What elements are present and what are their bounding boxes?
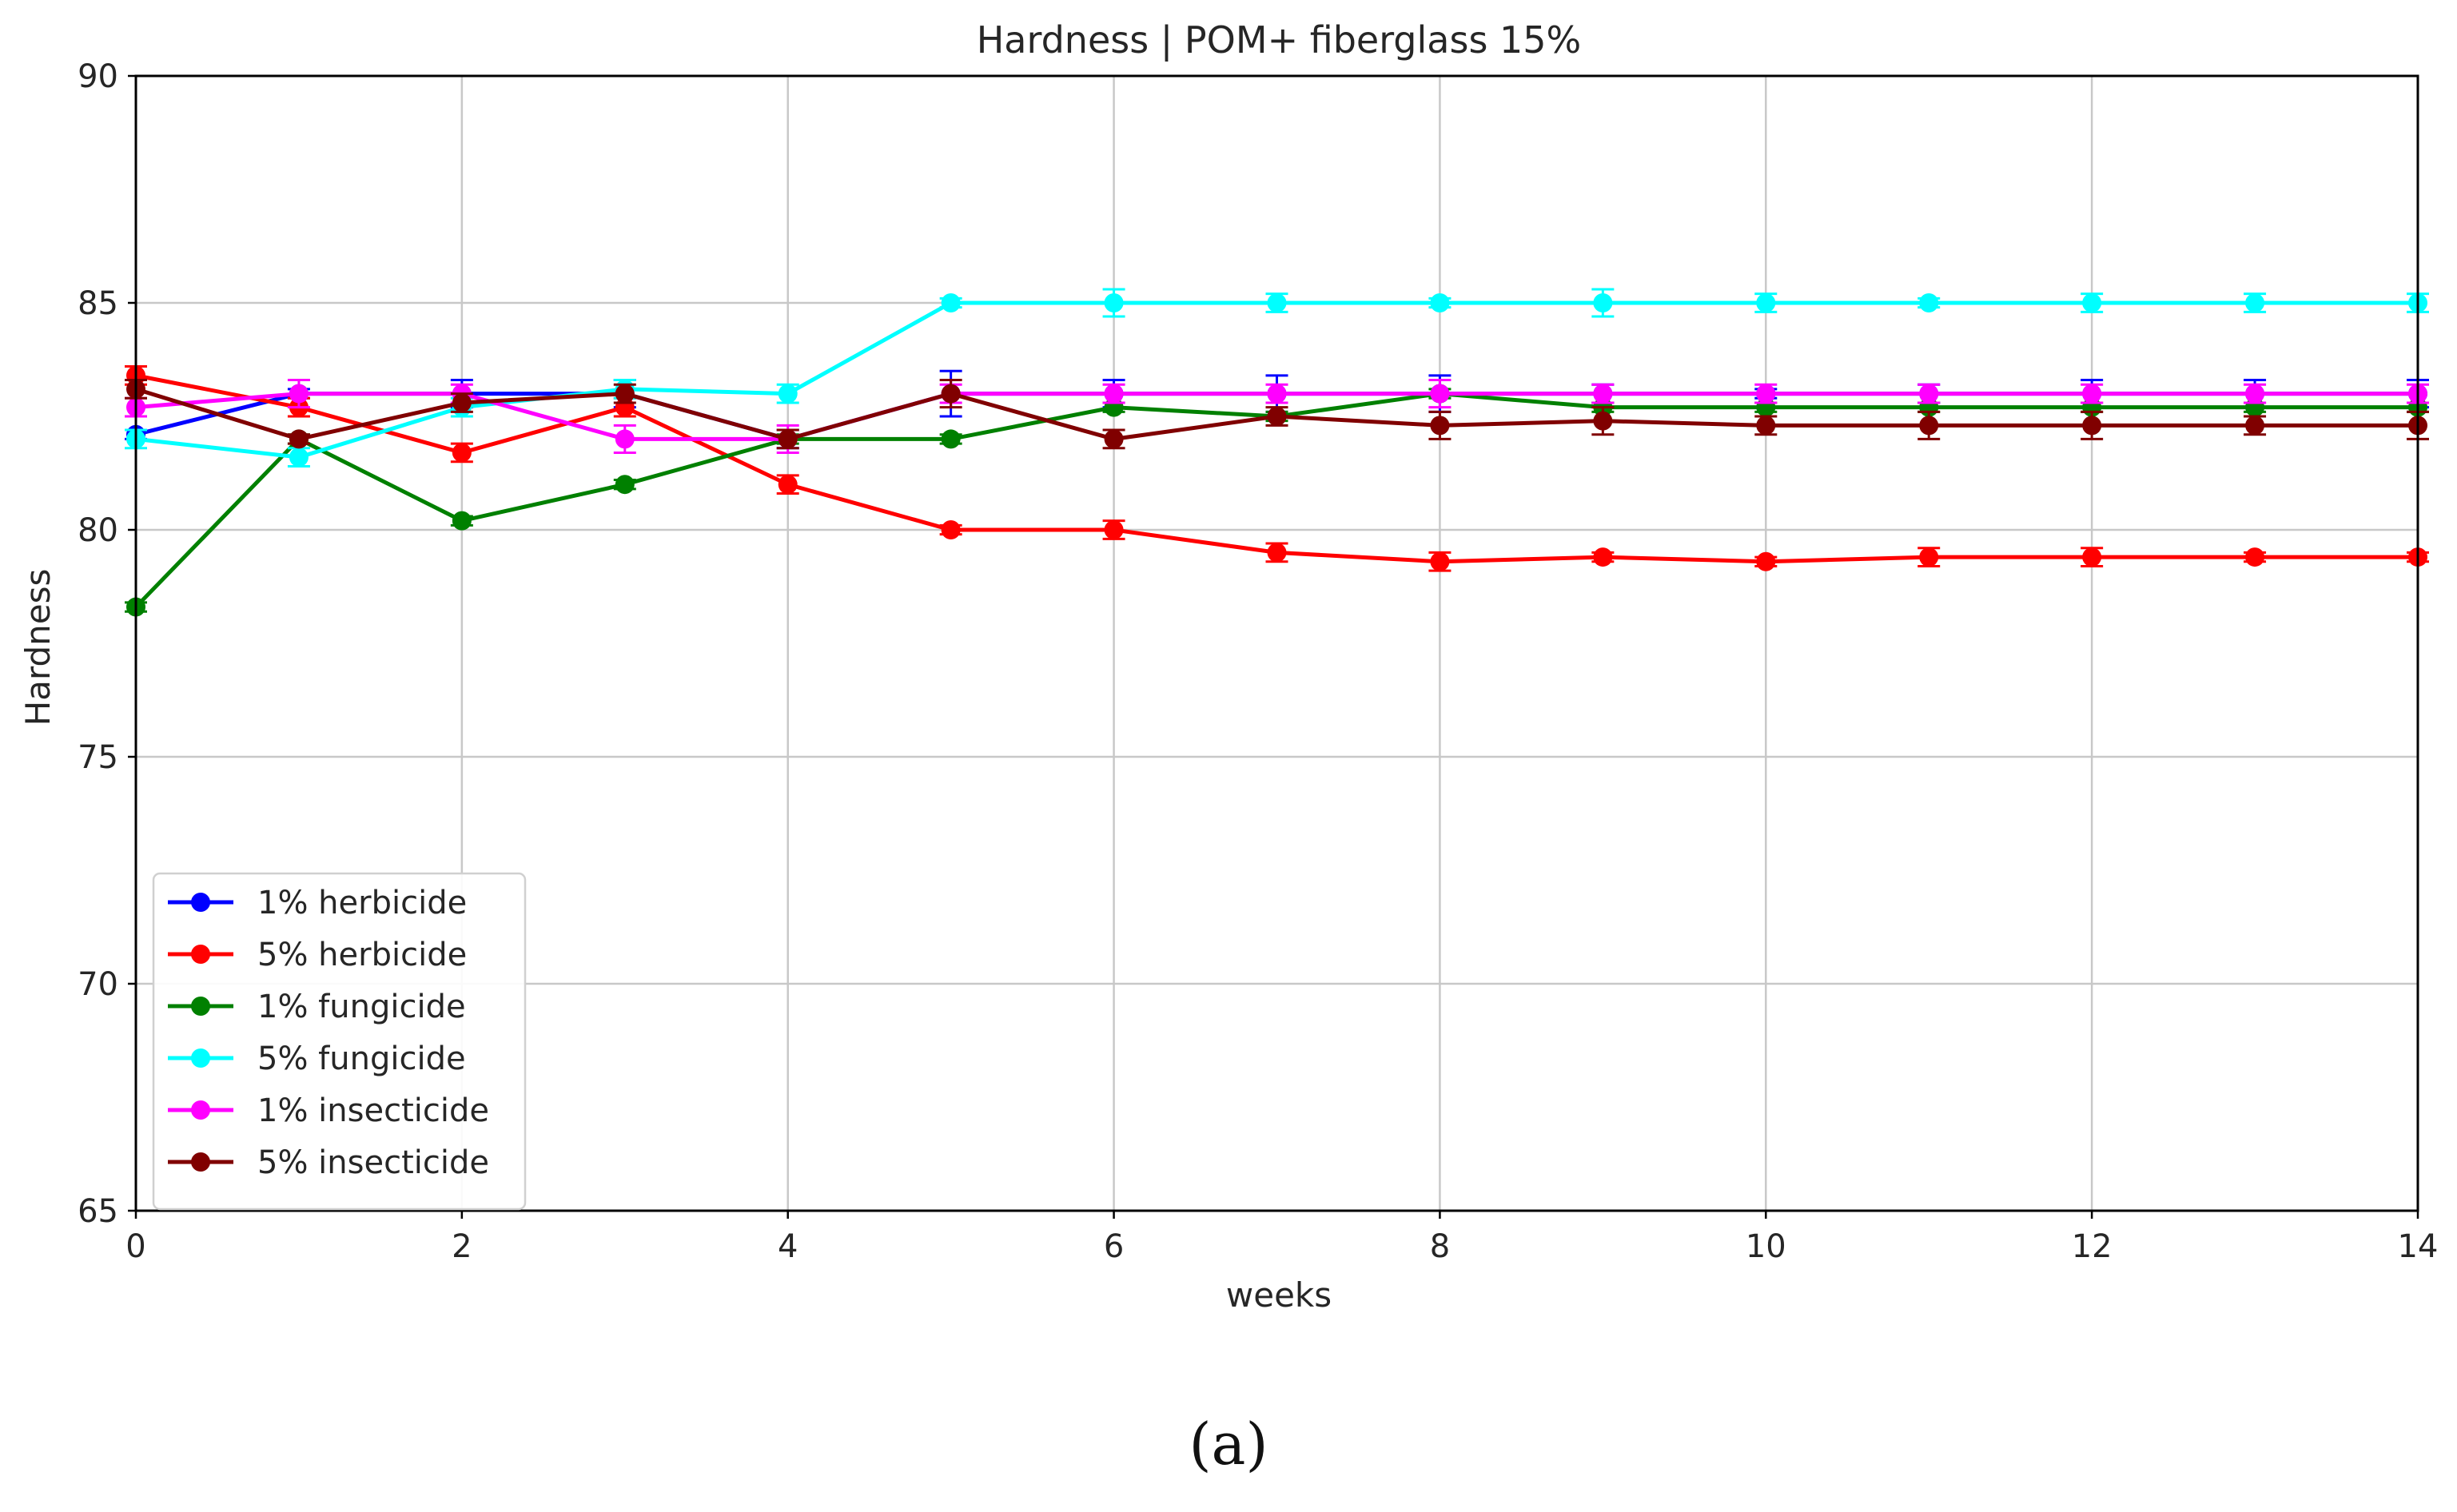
data-point: [1267, 543, 1287, 563]
data-point: [452, 392, 472, 412]
data-point: [289, 429, 309, 449]
legend-label: 1% fungicide: [257, 989, 466, 1025]
data-point: [1593, 384, 1613, 404]
data-point: [2245, 384, 2265, 404]
legend-frame: [152, 872, 527, 1211]
figure-caption: (a): [1189, 1411, 1268, 1478]
y-tick-label: 80: [78, 512, 118, 549]
data-point: [778, 475, 798, 495]
data-point: [941, 384, 961, 404]
data-point: [1756, 293, 1776, 312]
data-point: [1919, 384, 1939, 404]
data-point: [1104, 384, 1124, 404]
legend-marker: [191, 893, 210, 912]
y-tick-label: 65: [78, 1193, 118, 1230]
legend-label: 1% herbicide: [257, 885, 467, 921]
series-5-insecticide: [125, 379, 2429, 450]
y-tick-label: 75: [78, 739, 118, 776]
data-point: [1430, 416, 1450, 436]
legend-label: 5% insecticide: [257, 1144, 489, 1181]
data-point: [941, 429, 961, 449]
x-tick-label: 6: [1104, 1228, 1124, 1265]
x-tick-label: 4: [778, 1228, 798, 1265]
data-point: [1430, 551, 1450, 571]
data-point: [778, 384, 798, 404]
legend-marker: [191, 945, 210, 964]
data-point: [1430, 293, 1450, 312]
legend: 1% herbicide 5% herbicide 1% fungicide 5% f…: [152, 872, 527, 1211]
y-axis-label: Hardness: [18, 569, 58, 726]
y-tick-label: 90: [78, 58, 118, 95]
data-point: [1267, 407, 1287, 426]
legend-item: 5% herbicide: [168, 937, 467, 973]
data-point: [1593, 547, 1613, 567]
data-point: [2082, 416, 2102, 436]
legend-marker: [191, 1152, 210, 1172]
axis-ticks: 0 2 4 6 8 10 12 14 65 70 75 80 85 90: [78, 58, 2438, 1265]
data-point: [289, 384, 309, 404]
plot-frame: [134, 74, 2419, 1212]
data-point: [1104, 293, 1124, 312]
data-point: [1104, 429, 1124, 449]
legend-marker: [191, 997, 210, 1016]
data-point: [1919, 416, 1939, 436]
data-point: [1919, 293, 1939, 312]
data-point: [1593, 411, 1613, 431]
data-point: [615, 429, 635, 449]
legend-marker: [191, 1100, 210, 1120]
data-point: [941, 293, 961, 312]
x-tick-label: 2: [452, 1228, 472, 1265]
data-point: [778, 429, 798, 449]
data-point: [615, 475, 635, 495]
data-point: [2082, 293, 2102, 312]
x-tick-label: 14: [2398, 1228, 2439, 1265]
legend-item: 1% insecticide: [168, 1092, 489, 1129]
data-point: [1919, 547, 1939, 567]
x-tick-label: 10: [1746, 1228, 1786, 1265]
legend-label: 5% herbicide: [257, 937, 467, 973]
y-tick-label: 85: [78, 285, 118, 322]
data-point: [1593, 293, 1613, 312]
legend-label: 5% fungicide: [257, 1040, 466, 1077]
series-layer: [125, 288, 2429, 617]
legend-item: 1% herbicide: [168, 885, 467, 921]
data-point: [2082, 547, 2102, 567]
data-point: [1104, 520, 1124, 539]
data-point: [615, 384, 635, 404]
data-point: [1267, 384, 1287, 404]
data-point: [2245, 547, 2265, 567]
legend-item: 1% fungicide: [168, 989, 466, 1025]
legend-label: 1% insecticide: [257, 1092, 489, 1129]
data-point: [941, 520, 961, 539]
data-point: [1756, 551, 1776, 571]
data-point: [1756, 416, 1776, 436]
data-point: [1430, 384, 1450, 404]
data-point: [452, 443, 472, 463]
data-point: [1756, 384, 1776, 404]
data-point: [2082, 384, 2102, 404]
x-tick-label: 8: [1430, 1228, 1450, 1265]
series-5-herbicide: [125, 365, 2429, 572]
y-tick-label: 70: [78, 966, 118, 1003]
data-point: [1267, 293, 1287, 312]
x-tick-label: 12: [2072, 1228, 2113, 1265]
data-point: [2245, 416, 2265, 436]
legend-item: 5% insecticide: [168, 1144, 489, 1181]
x-axis-label: weeks: [1226, 1275, 1332, 1315]
data-point: [289, 448, 309, 468]
chart-title: Hardness | POM+ fiberglass 15%: [977, 18, 1582, 62]
data-point: [452, 511, 472, 531]
data-point: [2245, 293, 2265, 312]
legend-marker: [191, 1048, 210, 1068]
legend-item: 5% fungicide: [168, 1040, 466, 1077]
x-tick-label: 0: [125, 1228, 145, 1265]
